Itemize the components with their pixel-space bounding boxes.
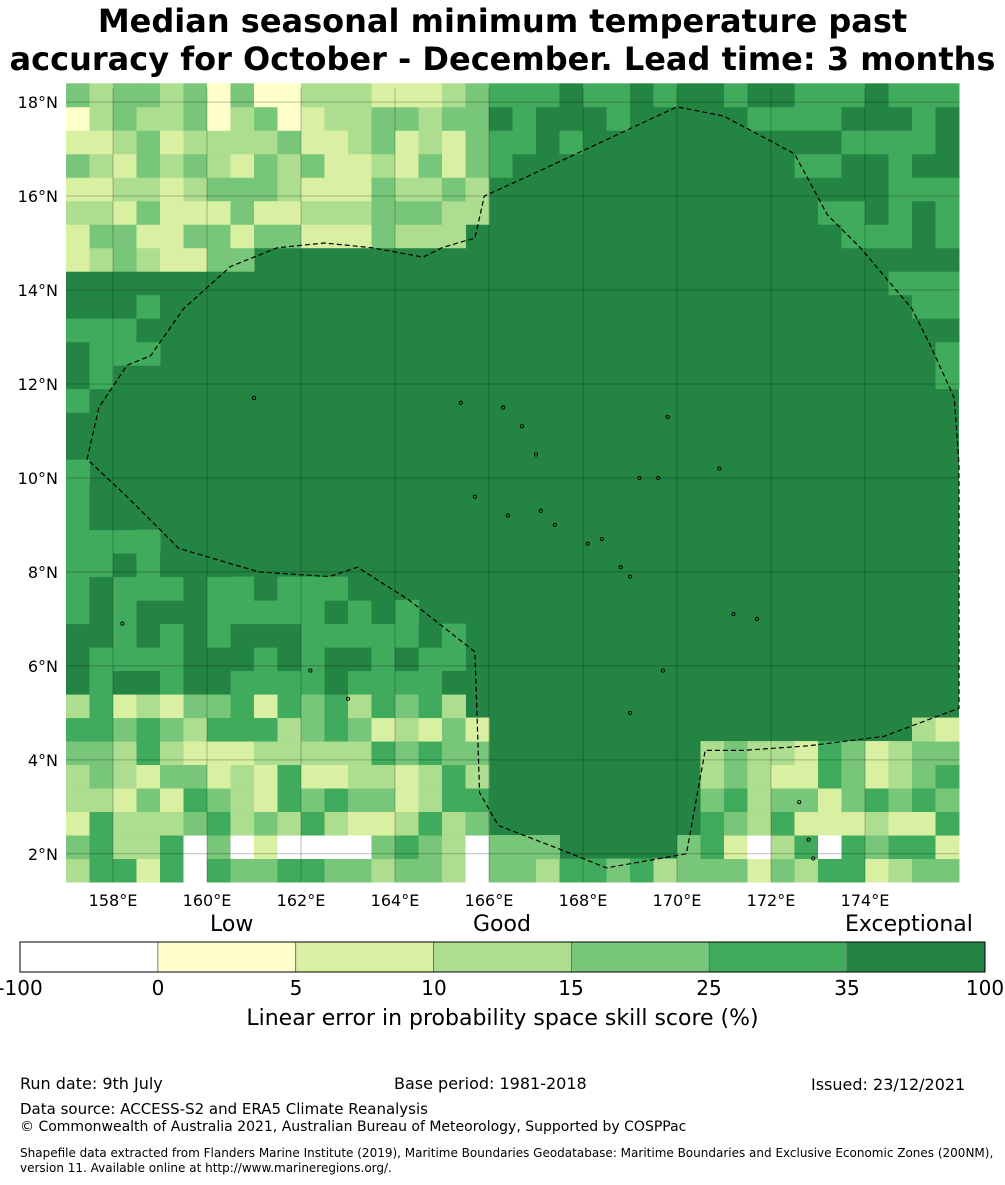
colorbar-caption: Linear error in probability space skill … xyxy=(246,1006,759,1031)
latitude-labels: 18°N 16°N 14°N 12°N 10°N 8°N 6°N 4°N 2°N xyxy=(18,93,58,864)
quality-label-good: Good xyxy=(473,912,531,937)
island xyxy=(806,837,811,842)
island xyxy=(533,452,539,457)
longitude-labels: 158°E 160°E 162°E 164°E 166°E 168°E 170°E 172°E… xyxy=(89,891,890,910)
latitude-tick-label: 6°N xyxy=(28,657,58,676)
copyright-notice: © Commonwealth of Australia 2021, Austra… xyxy=(20,1119,687,1135)
colorbar-bin xyxy=(708,941,848,973)
island xyxy=(665,414,670,419)
shapefile-credit-line-2: version 11. Available online at http://w… xyxy=(20,1161,392,1175)
latitude-tick-label: 2°N xyxy=(28,845,58,864)
colorbar-tick: 25 xyxy=(696,976,722,1000)
island xyxy=(754,616,759,621)
longitude-tick-label: 166°E xyxy=(465,891,514,910)
longitude-tick-label: 162°E xyxy=(277,891,326,910)
island-outlines xyxy=(120,396,816,861)
latitude-tick-label: 12°N xyxy=(18,375,58,394)
latitude-tick-label: 18°N xyxy=(18,93,58,112)
island xyxy=(656,475,661,481)
latitude-tick-label: 4°N xyxy=(28,751,58,770)
colorbar-tick: 15 xyxy=(558,976,584,1000)
colorbar-bin xyxy=(295,941,434,973)
longitude-tick-label: 170°E xyxy=(653,891,702,910)
longitude-tick-label: 168°E xyxy=(559,891,608,910)
island xyxy=(458,400,463,405)
island xyxy=(797,800,802,805)
latitude-tick-label: 8°N xyxy=(28,563,58,582)
island xyxy=(120,621,125,626)
island xyxy=(811,856,816,861)
colorbar-tick: 35 xyxy=(834,976,860,1000)
island xyxy=(637,475,642,481)
colorbar-tick: -100 xyxy=(0,976,43,1000)
title-line-1: Median seasonal minimum temperature past xyxy=(97,2,908,40)
longitude-tick-label: 164°E xyxy=(371,891,420,910)
quality-label-exceptional: Exceptional xyxy=(845,912,973,937)
island xyxy=(538,508,543,513)
colorbar-bin xyxy=(157,941,297,973)
latitude-tick-label: 10°N xyxy=(18,469,58,488)
island xyxy=(717,466,722,471)
colorbar xyxy=(19,941,986,973)
longitude-tick-label: 172°E xyxy=(747,891,796,910)
run-date: Run date: 9th July xyxy=(20,1074,163,1093)
island xyxy=(627,574,633,579)
island xyxy=(519,424,524,429)
quality-label-low: Low xyxy=(210,912,254,937)
island xyxy=(618,565,623,570)
island xyxy=(585,541,590,546)
colorbar-tick: 5 xyxy=(289,976,303,1000)
base-period: Base period: 1981-2018 xyxy=(394,1074,587,1093)
longitude-tick-label: 174°E xyxy=(841,891,890,910)
shapefile-credit-line-1: Shapefile data extracted from Flanders M… xyxy=(20,1146,994,1160)
island xyxy=(472,494,477,499)
eez-boundary xyxy=(86,106,960,869)
colorbar-bin xyxy=(433,941,572,973)
island xyxy=(599,536,604,542)
colorbar-tick: 10 xyxy=(421,976,447,1000)
colorbar-bin xyxy=(571,941,710,973)
longitude-tick-label: 160°E xyxy=(183,891,232,910)
island xyxy=(345,696,351,701)
island xyxy=(308,668,313,673)
island xyxy=(501,405,506,410)
colorbar-bin xyxy=(846,941,986,973)
island xyxy=(627,710,633,715)
map-title: Median seasonal minimum temperature past… xyxy=(0,2,1005,78)
island xyxy=(731,612,736,617)
latitude-tick-label: 14°N xyxy=(18,281,58,300)
island xyxy=(505,513,510,518)
colorbar-tick: 100 xyxy=(965,976,1005,1000)
longitude-tick-label: 158°E xyxy=(89,891,138,910)
latitude-tick-label: 16°N xyxy=(18,187,58,206)
colorbar-bin xyxy=(19,941,159,973)
skill-cells xyxy=(66,83,960,883)
island xyxy=(251,396,257,401)
map-gridlines xyxy=(66,88,959,882)
island xyxy=(552,522,557,527)
data-source: Data source: ACCESS-S2 and ERA5 Climate … xyxy=(20,1100,428,1118)
issued-date: Issued: 23/12/2021 xyxy=(811,1075,966,1094)
title-line-2: accuracy for October - December. Lead ti… xyxy=(9,40,996,78)
island xyxy=(660,668,665,673)
colorbar-tick: 0 xyxy=(151,976,165,1000)
